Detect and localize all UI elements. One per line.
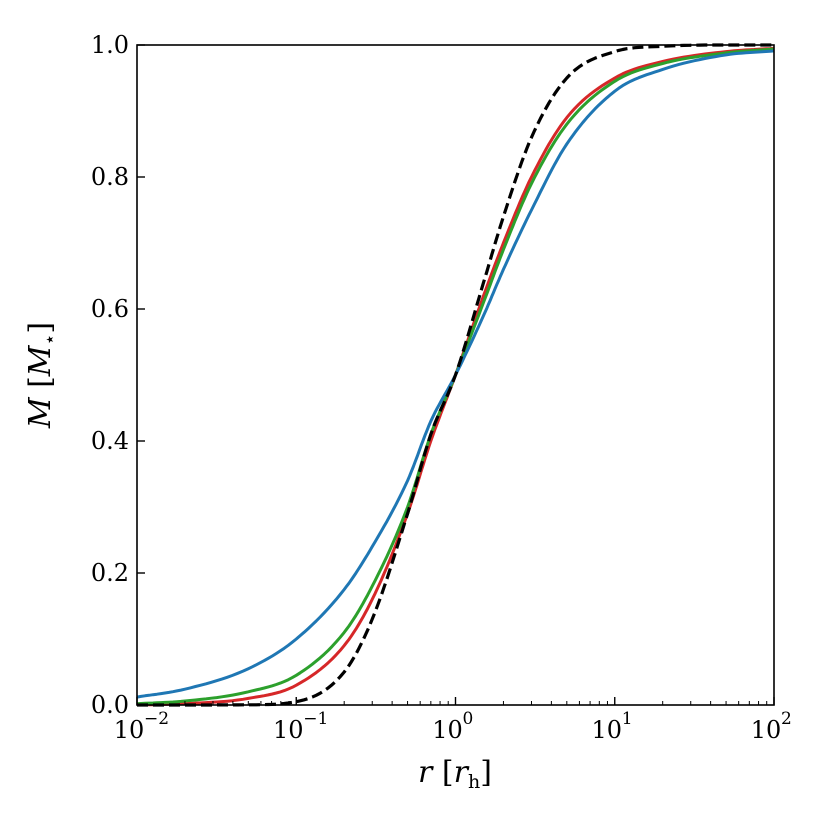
x-tick-exponent: 2 bbox=[781, 709, 792, 729]
y-tick-label: 1.0 bbox=[91, 31, 129, 59]
x-tick-exponent: 0 bbox=[463, 709, 474, 729]
x-tick-exponent: −1 bbox=[303, 709, 328, 729]
y-tick-label: 0.4 bbox=[91, 427, 129, 455]
x-axis-label: r [rh] bbox=[418, 755, 492, 793]
series-line-0 bbox=[137, 43, 774, 707]
curves-layer bbox=[136, 43, 775, 707]
x-tick-label: 10 bbox=[273, 716, 304, 744]
x-tick-label: 10 bbox=[114, 716, 145, 744]
y-tick-label: 0.6 bbox=[91, 295, 129, 323]
x-tick-label: 10 bbox=[432, 716, 463, 744]
y-axis-label: M [M⋆] bbox=[23, 322, 61, 429]
x-tick-exponent: 1 bbox=[622, 709, 633, 729]
x-tick-label: 10 bbox=[591, 716, 622, 744]
y-tick-label: 0.8 bbox=[91, 163, 129, 191]
y-tick-label: 0.2 bbox=[91, 559, 129, 587]
x-tick-label: 10 bbox=[751, 716, 782, 744]
y-axis-ticks: 0.0 0.2 0.4 0.6 0.8 1.0 bbox=[91, 31, 145, 719]
x-axis-ticks: 10 −2 10 −1 10 0 10 1 10 2 bbox=[114, 697, 792, 744]
y-tick-label: 0.0 bbox=[91, 691, 129, 719]
x-tick-exponent: −2 bbox=[144, 709, 169, 729]
